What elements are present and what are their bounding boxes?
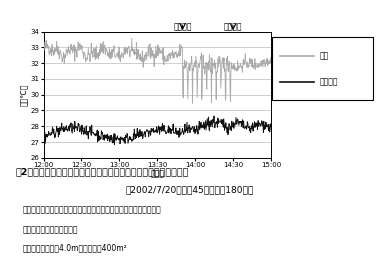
X-axis label: 時　刻: 時 刻 <box>150 169 164 178</box>
Text: 噴霧条件を変更せずにこれ以上噴霧を継続すると、噴霧過剰でハウ: 噴霧条件を変更せずにこれ以上噴霧を継続すると、噴霧過剰でハウ <box>23 205 161 214</box>
Text: （2002/7/20、噴鈷45秒／休止180秒）: （2002/7/20、噴鈷45秒／休止180秒） <box>125 185 254 194</box>
Y-axis label: 温（℃）: 温（℃） <box>20 83 29 106</box>
Text: ス内の濃れが濃甚になる。: ス内の濃れが濃甚になる。 <box>23 225 78 234</box>
Text: 噴霧終了: 噴霧終了 <box>224 23 242 32</box>
Text: 測定ハウス：軒高4.0m，　床面積400m²: 測定ハウス：軒高4.0m， 床面積400m² <box>23 243 127 252</box>
Text: 気温: 気温 <box>319 51 329 60</box>
Text: 湿球温度: 湿球温度 <box>319 78 338 87</box>
Text: 噣2　タイマー制御による細霧冷房噴霧時の気温と湿球温度の推移: 噣2 タイマー制御による細霧冷房噴霧時の気温と湿球温度の推移 <box>15 167 188 176</box>
Text: 噴霧開始: 噴霧開始 <box>173 23 192 32</box>
FancyBboxPatch shape <box>272 37 373 100</box>
